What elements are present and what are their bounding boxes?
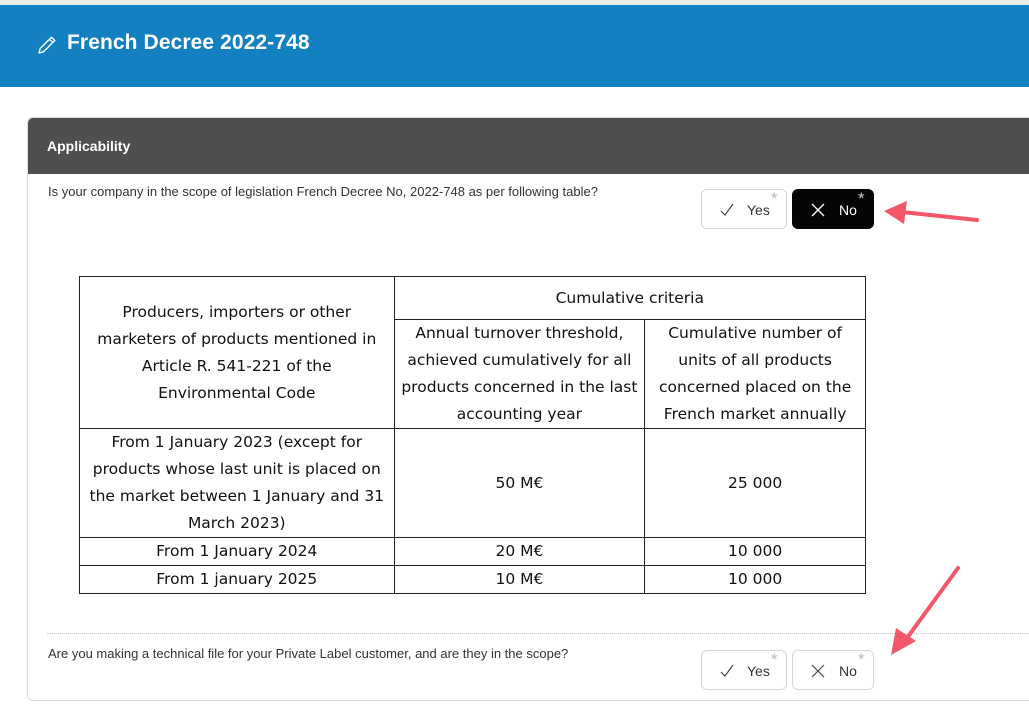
section-header: Applicability [28,118,1029,174]
turnover-cell: 20 M€ [393,537,646,566]
check-icon [720,664,734,677]
question-2-text: Are you making a technical file for your… [48,646,569,661]
q2-no-label: No [839,663,857,679]
question-divider [47,633,1029,634]
group-header-cell: Cumulative criteria [393,276,867,320]
section-title: Applicability [47,138,131,154]
table-row: From 1 January 2023 (except for products… [79,428,866,538]
period-cell: From 1 January 2024 [79,537,395,566]
check-icon [720,203,734,216]
period-cell: From 1 January 2023 (except for products… [79,428,395,538]
x-icon [811,664,825,678]
turnover-header-cell: Annual turnover threshold, achieved cumu… [393,319,646,429]
page-header: French Decree 2022-748 [0,5,1029,87]
table-header-row: Producers, importers or other marketers … [79,276,867,429]
row-header-cell: Producers, importers or other marketers … [79,276,395,429]
x-icon [811,203,825,217]
units-cell: 10 000 [644,565,866,594]
page-title: French Decree 2022-748 [67,31,310,54]
table-row: From 1 january 2025 10 M€ 10 000 [79,565,866,594]
q2-yes-button[interactable]: Yes * [701,650,787,690]
q2-no-button[interactable]: No * [792,650,874,690]
period-cell: From 1 january 2025 [79,565,395,594]
table-subheader-row: Annual turnover threshold, achieved cumu… [80,319,866,429]
required-asterisk: * [771,189,778,208]
criteria-table: Producers, importers or other marketers … [79,276,867,594]
required-asterisk: * [858,189,865,208]
table-row: From 1 January 2024 20 M€ 10 000 [79,537,866,566]
annotation-arrow-icon [884,201,979,224]
q2-yes-label: Yes [747,663,770,679]
units-cell: 25 000 [644,428,866,538]
turnover-cell: 10 M€ [393,565,646,594]
question-1-text: Is your company in the scope of legislat… [48,184,598,199]
units-header-cell: Cumulative number of units of all produc… [644,319,866,429]
required-asterisk: * [858,650,865,669]
q1-yes-label: Yes [747,202,770,218]
q1-no-button[interactable]: No * [792,189,874,229]
q1-yes-button[interactable]: Yes * [701,189,787,229]
units-cell: 10 000 [644,537,866,566]
turnover-cell: 50 M€ [393,428,646,538]
q1-no-label: No [839,202,857,218]
required-asterisk: * [771,650,778,669]
top-strip [0,0,1029,5]
annotation-arrow-icon [891,566,960,655]
pencil-icon [38,36,56,54]
